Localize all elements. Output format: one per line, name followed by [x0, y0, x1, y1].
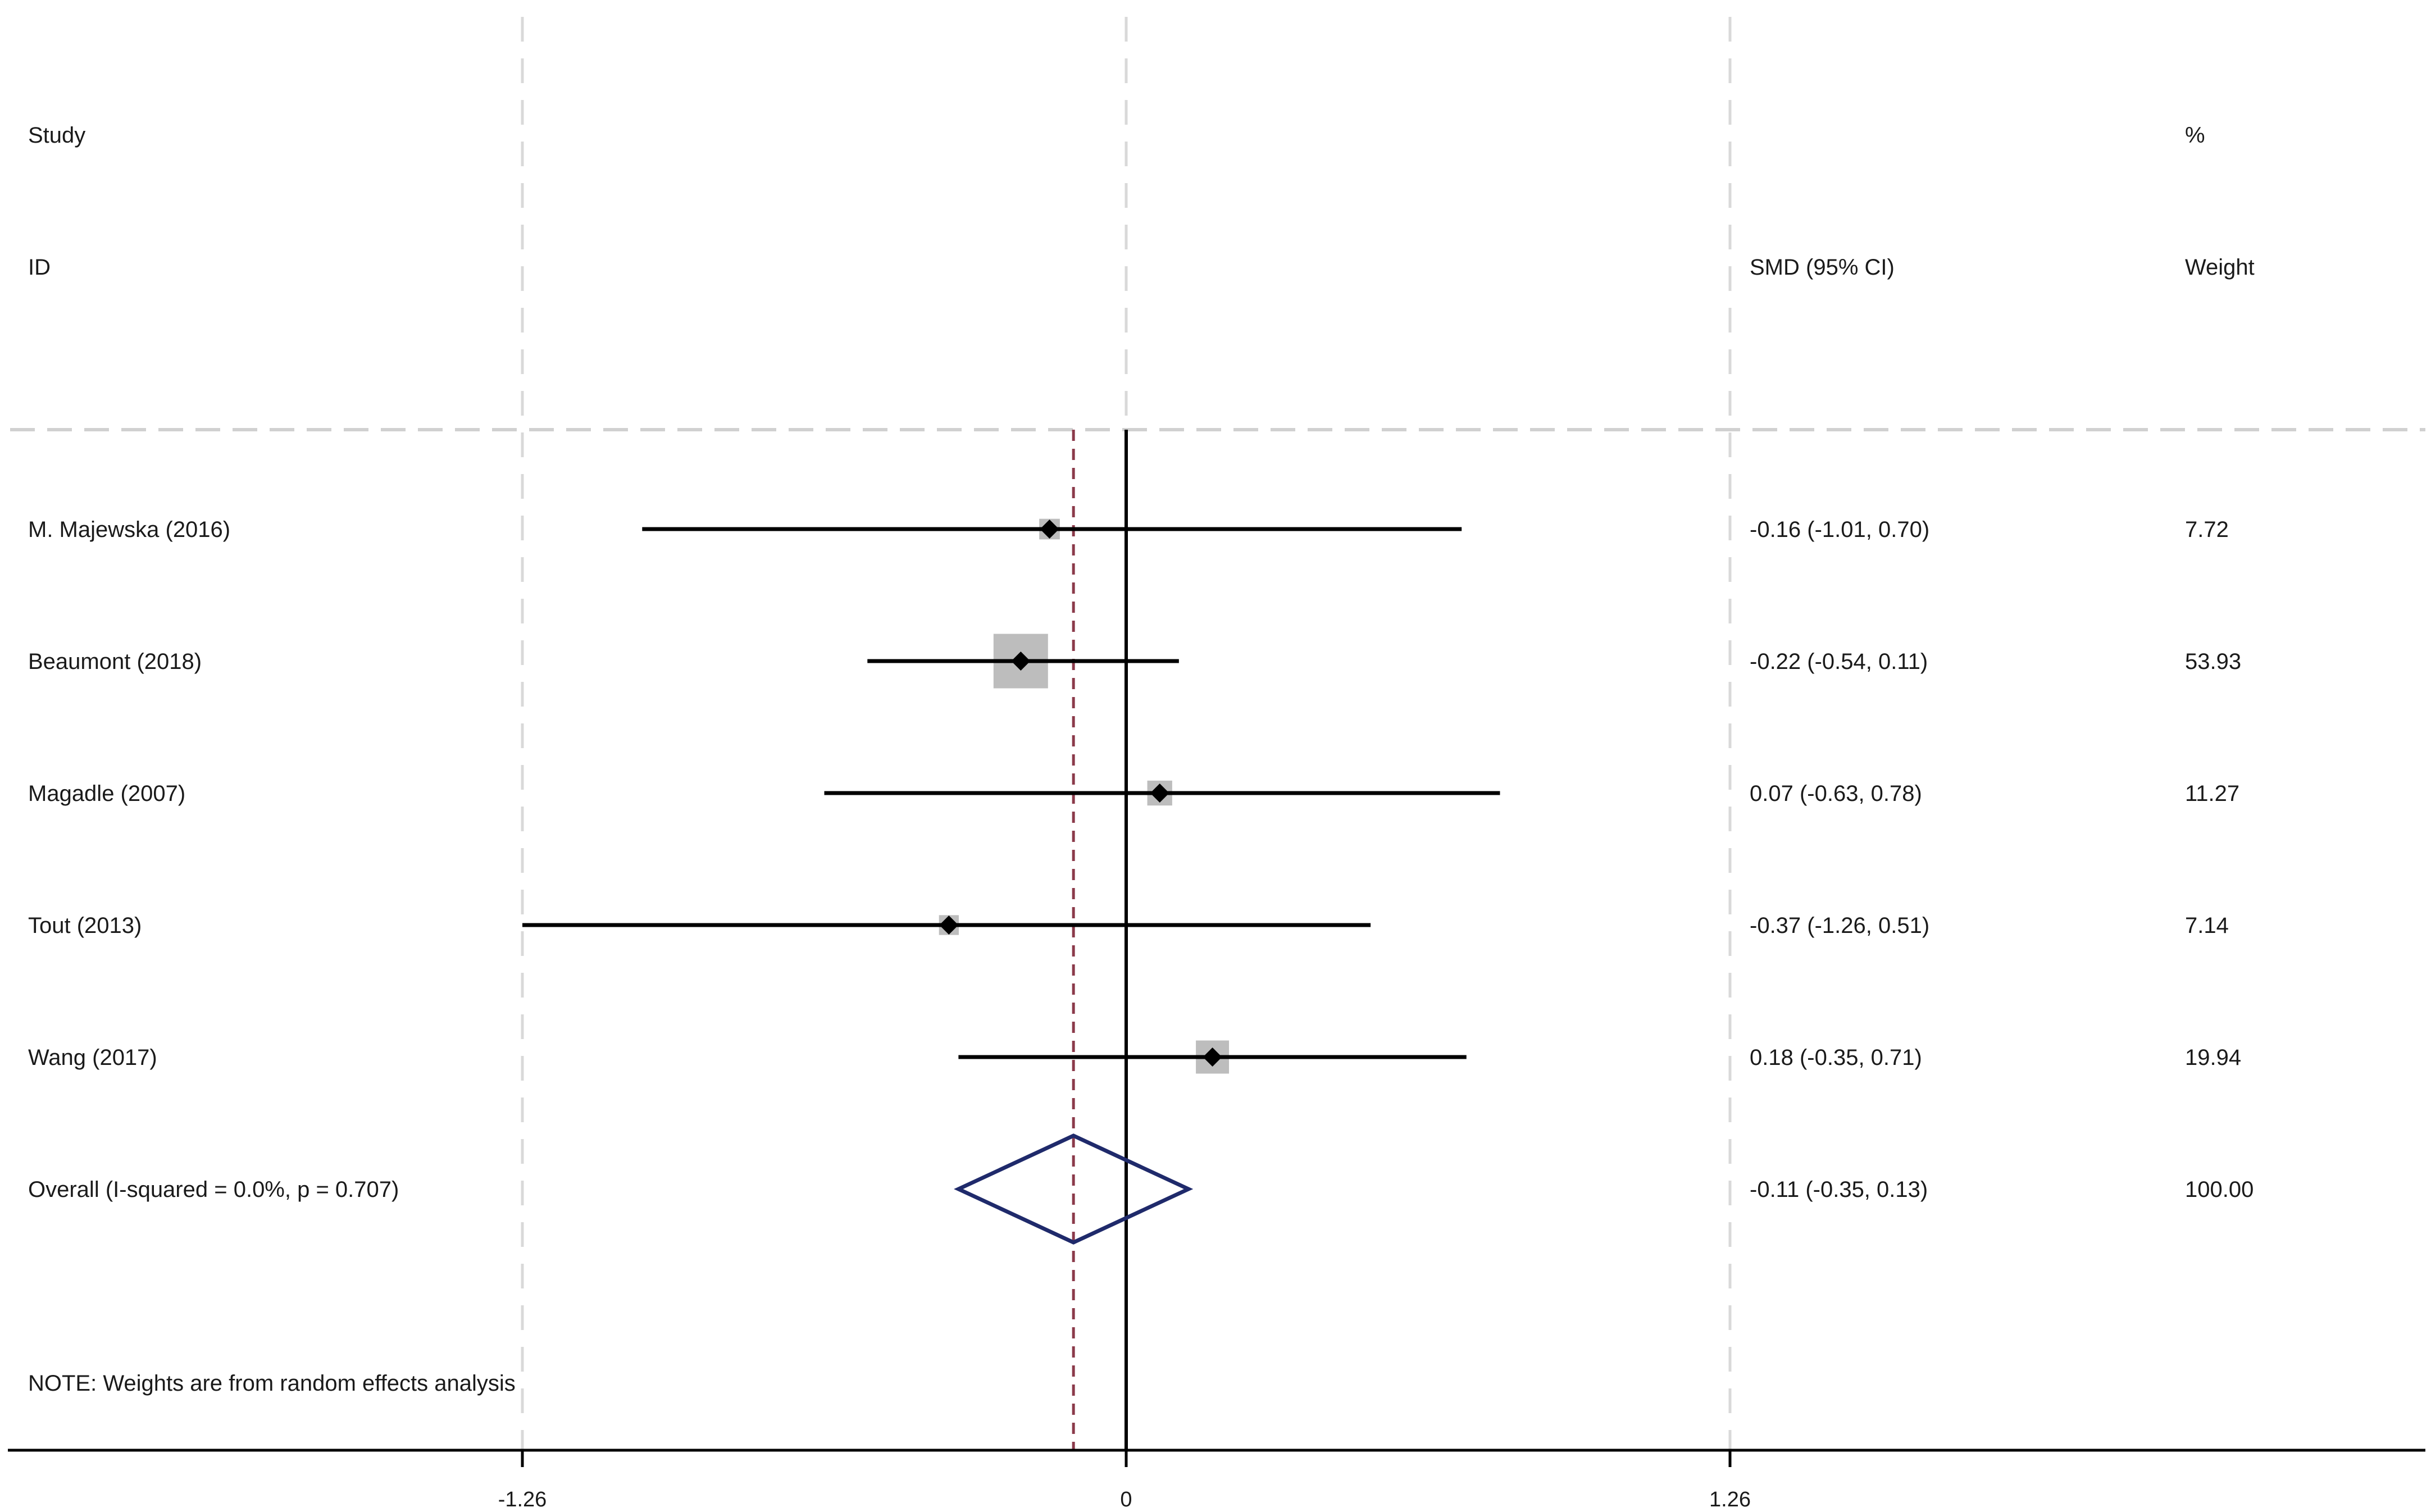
study-row: Tout (2013) -0.37 (-1.26, 0.51) 7.14	[28, 913, 2229, 938]
column-headers: Study ID SMD (95% CI) % Weight	[28, 123, 2255, 280]
point-estimate	[939, 916, 959, 935]
ci-value: 0.18 (-0.35, 0.71)	[1750, 1045, 1922, 1070]
study-rows: M. Majewska (2016) -0.16 (-1.01, 0.70) 7.7…	[28, 517, 2241, 1074]
overall-weight-value: 100.00	[2185, 1177, 2254, 1202]
point-estimate	[1040, 520, 1059, 539]
study-row: Beaumont (2018) -0.22 (-0.54, 0.11) 53.93	[28, 634, 2241, 689]
point-estimate	[1203, 1048, 1222, 1067]
weight-value: 53.93	[2185, 649, 2241, 674]
weight-value: 7.14	[2185, 913, 2229, 938]
study-row: M. Majewska (2016) -0.16 (-1.01, 0.70) 7.7…	[28, 517, 2229, 542]
overall-label: Overall (I-squared = 0.0%, p = 0.707)	[28, 1177, 399, 1202]
ci-value: -0.16 (-1.01, 0.70)	[1750, 517, 1929, 542]
tick-label-0: -1.26	[498, 1488, 547, 1511]
ci-value: 0.07 (-0.63, 0.78)	[1750, 781, 1922, 806]
overall-ci-value: -0.11 (-0.35, 0.13)	[1750, 1177, 1928, 1202]
overall-diamond	[954, 1133, 1194, 1245]
study-label: Tout (2013)	[28, 913, 142, 938]
ci-value: -0.37 (-1.26, 0.51)	[1750, 913, 1929, 938]
study-row: Wang (2017) 0.18 (-0.35, 0.71) 19.94	[28, 1040, 2241, 1074]
header-id: ID	[28, 255, 51, 280]
header-effect: SMD (95% CI)	[1750, 255, 1895, 280]
study-label: M. Majewska (2016)	[28, 517, 230, 542]
point-estimate	[1150, 784, 1169, 803]
point-estimate	[1011, 652, 1031, 671]
study-label: Magadle (2007)	[28, 781, 185, 806]
weight-value: 11.27	[2185, 781, 2239, 806]
weight-value: 19.94	[2185, 1045, 2241, 1070]
overall-row: Overall (I-squared = 0.0%, p = 0.707) -0.…	[28, 1133, 2254, 1245]
study-label: Wang (2017)	[28, 1045, 157, 1070]
tick-label-2: 1.26	[1709, 1488, 1751, 1511]
weight-value: 7.72	[2185, 517, 2229, 542]
ci-value: -0.22 (-0.54, 0.11)	[1750, 649, 1928, 674]
header-study: Study	[28, 123, 85, 148]
study-label: Beaumont (2018)	[28, 649, 202, 674]
tick-label-1: 0	[1120, 1488, 1132, 1511]
note-text: NOTE: Weights are from random effects an…	[28, 1371, 516, 1396]
header-weight: Weight	[2185, 255, 2255, 280]
study-row: Magadle (2007) 0.07 (-0.63, 0.78) 11.27	[28, 780, 2239, 806]
header-percent: %	[2185, 123, 2205, 148]
x-axis-ticks: -1.26 0 1.26	[498, 1450, 1751, 1511]
